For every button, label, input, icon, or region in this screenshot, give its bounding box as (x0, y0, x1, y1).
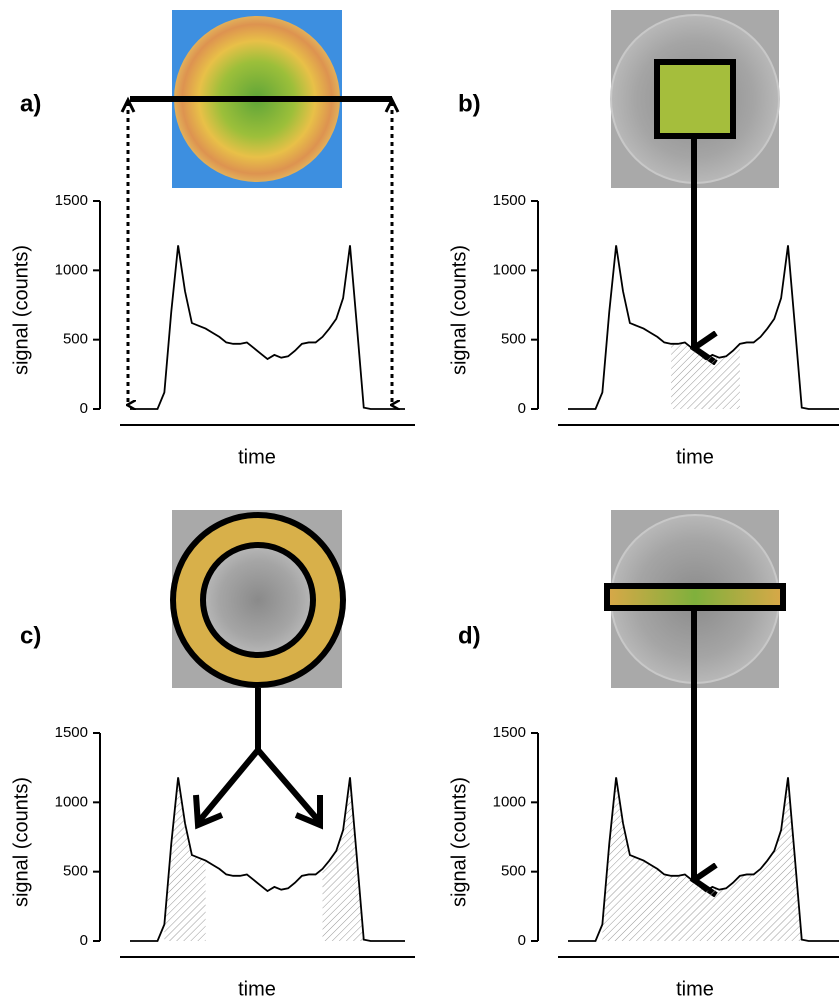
y-tick-label: 1000 (55, 793, 88, 810)
panel: d) 0 500 1000 1500 time signal (counts) (448, 622, 839, 998)
y-tick-label: 0 (80, 932, 88, 949)
signal-line (568, 777, 839, 942)
y-tick-label: 1000 (493, 793, 526, 810)
y-tick-label: 500 (501, 863, 526, 880)
y-tick-label: 1500 (55, 724, 88, 741)
panel-label: d) (458, 622, 481, 649)
signal-line (568, 245, 839, 410)
image-a (120, 10, 398, 405)
panel: a) 0 500 1000 1500 time signal (counts) (10, 90, 415, 468)
signal-line (130, 777, 405, 942)
y-tick-label: 0 (518, 932, 526, 949)
y-tick-label: 0 (80, 400, 88, 417)
y-axis-label: signal (counts) (10, 777, 32, 907)
y-tick-label: 1000 (55, 261, 88, 278)
image-b (610, 10, 780, 348)
panel: b) 0 500 1000 1500 time signal (counts) (448, 90, 839, 468)
y-axis-label: signal (counts) (448, 245, 470, 375)
shaded-area (602, 777, 802, 941)
y-axis-label: signal (counts) (10, 245, 32, 375)
y-tick-label: 1500 (55, 192, 88, 209)
y-axis-label: signal (counts) (448, 777, 470, 907)
x-axis-label: time (676, 446, 714, 468)
panel-label: c) (20, 622, 41, 649)
y-tick-label: 500 (63, 863, 88, 880)
x-axis-label: time (238, 446, 276, 468)
image-d (604, 510, 786, 880)
panel-label: b) (458, 90, 481, 117)
y-tick-label: 1500 (493, 724, 526, 741)
y-tick-label: 1000 (493, 261, 526, 278)
y-tick-label: 500 (63, 331, 88, 348)
shaded-area (671, 342, 740, 409)
x-axis-label: time (676, 978, 714, 998)
image-c (170, 510, 346, 830)
signal-line (130, 245, 405, 410)
y-tick-label: 0 (518, 400, 526, 417)
y-tick-label: 1500 (493, 192, 526, 209)
panel-label: a) (20, 90, 41, 117)
x-axis-label: time (238, 978, 276, 998)
panel: c) 0 500 1000 1500 time signal (counts) (10, 622, 415, 998)
y-tick-label: 500 (501, 331, 526, 348)
